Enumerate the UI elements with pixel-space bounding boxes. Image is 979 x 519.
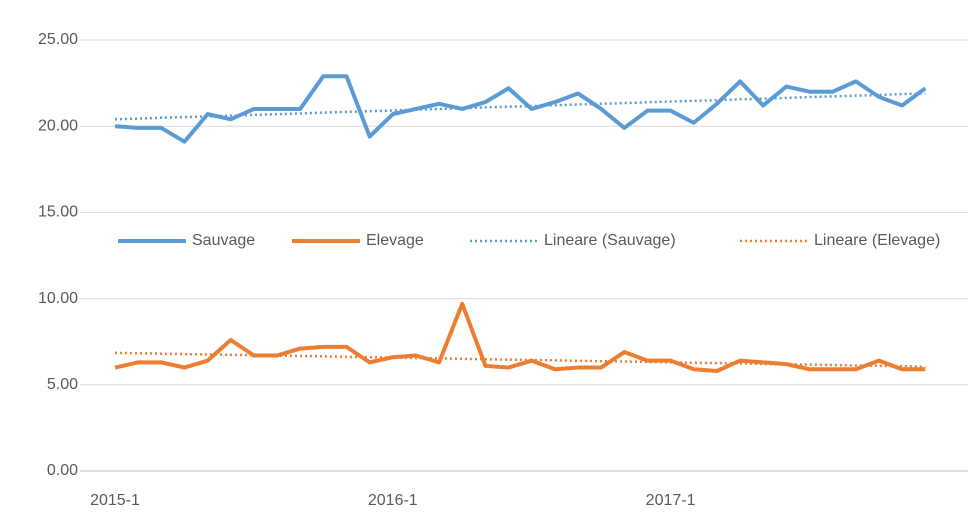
trend-line: [114, 92, 926, 121]
x-tick-label: 2017-1: [646, 492, 696, 509]
y-tick-label: 0.00: [47, 462, 78, 479]
series-line: [114, 74, 927, 144]
x-tick-label: 2015-1: [90, 492, 140, 509]
y-tick-label: 25.00: [38, 31, 78, 48]
legend-label: Lineare (Elevage): [814, 232, 940, 249]
y-tick-label: 20.00: [38, 117, 78, 134]
y-tick-label: 5.00: [47, 376, 78, 393]
legend-label: Sauvage: [192, 232, 255, 249]
series-line: [114, 301, 926, 374]
x-tick-label: 2016-1: [368, 492, 418, 509]
y-tick-label: 15.00: [38, 204, 78, 221]
legend-label: Elevage: [366, 232, 424, 249]
y-tick-label: 10.00: [38, 290, 78, 307]
legend-label: Lineare (Sauvage): [544, 232, 676, 249]
